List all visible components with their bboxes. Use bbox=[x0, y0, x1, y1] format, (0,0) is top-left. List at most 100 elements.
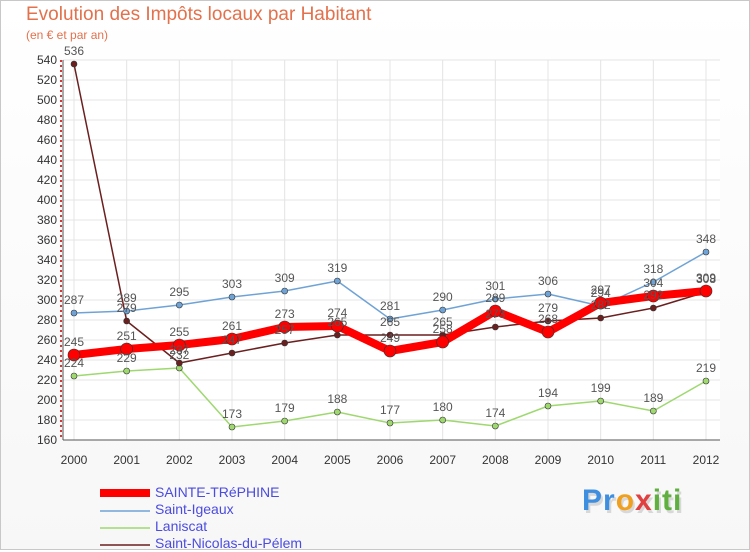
data-label-laniscat: 232 bbox=[169, 348, 189, 362]
data-label-saint-nicolas: 273 bbox=[485, 307, 505, 321]
data-point-saint-igeaux bbox=[281, 287, 288, 295]
legend-label-saint-nicolas: Saint-Nicolas-du-Pélem bbox=[155, 535, 303, 551]
data-label-saint-nicolas: 257 bbox=[275, 323, 295, 337]
x-tick-label: 2005 bbox=[324, 453, 351, 467]
data-point-sainte-trephine bbox=[120, 342, 133, 356]
legend-item-laniscat[interactable]: Laniscat bbox=[100, 518, 360, 535]
data-point-saint-igeaux bbox=[386, 315, 394, 323]
data-label-laniscat: 194 bbox=[538, 386, 558, 400]
x-tick-label: 2002 bbox=[166, 453, 193, 467]
data-label-saint-igeaux: 290 bbox=[433, 290, 453, 304]
data-label-saint-nicolas: 282 bbox=[591, 298, 611, 312]
y-tick-label: 260 bbox=[37, 333, 57, 347]
x-tick-label: 2009 bbox=[535, 453, 562, 467]
data-point-laniscat bbox=[70, 372, 78, 380]
data-point-sainte-trephine bbox=[489, 304, 502, 318]
data-label-saint-nicolas: 279 bbox=[117, 301, 137, 315]
data-label-sainte-trephine: 268 bbox=[538, 312, 558, 326]
data-point-laniscat bbox=[650, 407, 657, 415]
data-label-saint-nicolas: 308 bbox=[696, 272, 716, 286]
data-point-saint-nicolas bbox=[281, 339, 288, 347]
data-point-saint-nicolas bbox=[228, 349, 236, 357]
chart-title: Evolution des Impôts locaux par Habitant bbox=[26, 4, 372, 25]
data-label-laniscat: 188 bbox=[327, 392, 347, 406]
data-point-laniscat bbox=[597, 397, 604, 405]
data-label-sainte-trephine: 289 bbox=[485, 291, 505, 305]
y-tick-label: 200 bbox=[37, 393, 57, 407]
x-tick-label: 2012 bbox=[693, 453, 720, 467]
x-tick-label: 2008 bbox=[482, 453, 509, 467]
data-point-saint-nicolas bbox=[544, 317, 552, 325]
data-label-saint-nicolas: 237 bbox=[169, 343, 189, 357]
data-label-laniscat: 173 bbox=[222, 407, 242, 421]
x-tick-label: 2007 bbox=[429, 453, 456, 467]
data-point-saint-igeaux bbox=[70, 309, 78, 317]
legend-label-saint-igeaux: Saint-Igeaux bbox=[155, 501, 234, 517]
y-tick-label: 180 bbox=[37, 413, 57, 427]
data-point-saint-nicolas bbox=[70, 60, 78, 68]
legend-item-saint-nicolas[interactable]: Saint-Nicolas-du-Pélem bbox=[100, 535, 360, 552]
data-point-saint-nicolas bbox=[123, 317, 130, 325]
data-point-saint-nicolas bbox=[492, 323, 499, 331]
legend-swatch-laniscat bbox=[100, 527, 150, 529]
data-point-laniscat bbox=[544, 402, 552, 410]
data-label-laniscat: 224 bbox=[64, 356, 84, 370]
data-point-laniscat bbox=[702, 377, 710, 385]
data-label-saint-igeaux: 295 bbox=[169, 285, 189, 299]
data-point-laniscat bbox=[123, 367, 130, 375]
data-label-saint-nicolas: 247 bbox=[222, 333, 242, 347]
legend: SAINTE-TRéPHINE Saint-Igeaux Laniscat Sa… bbox=[100, 484, 360, 552]
data-point-sainte-trephine bbox=[436, 335, 449, 349]
legend-swatch-saint-nicolas bbox=[100, 544, 150, 546]
brand-logo: Proxiti bbox=[582, 484, 683, 517]
y-tick-label: 380 bbox=[37, 213, 57, 227]
data-label-saint-igeaux: 318 bbox=[643, 262, 663, 276]
data-label-sainte-trephine: 273 bbox=[275, 307, 295, 321]
y-tick-label: 540 bbox=[37, 53, 57, 67]
x-tick-label: 2006 bbox=[377, 453, 404, 467]
legend-label-sainte-trephine: SAINTE-TRéPHINE bbox=[155, 484, 280, 500]
data-label-laniscat: 177 bbox=[380, 403, 400, 417]
data-point-sainte-trephine bbox=[278, 320, 291, 334]
y-tick-label: 440 bbox=[37, 153, 57, 167]
data-point-saint-igeaux bbox=[123, 307, 130, 315]
y-tick-label: 220 bbox=[37, 373, 57, 387]
data-label-saint-nicolas: 265 bbox=[433, 315, 453, 329]
data-point-saint-igeaux bbox=[650, 278, 657, 286]
data-label-sainte-trephine: 309 bbox=[696, 271, 716, 285]
data-label-saint-igeaux: 303 bbox=[222, 277, 242, 291]
y-tick-label: 360 bbox=[37, 233, 57, 247]
x-tick-label: 2001 bbox=[113, 453, 140, 467]
data-point-saint-nicolas bbox=[334, 331, 341, 339]
legend-swatch-saint-igeaux bbox=[100, 510, 150, 512]
data-label-saint-igeaux: 289 bbox=[117, 291, 137, 305]
data-point-sainte-trephine bbox=[699, 284, 713, 298]
data-point-sainte-trephine bbox=[541, 325, 555, 339]
data-label-saint-igeaux: 319 bbox=[327, 261, 347, 275]
plot-area bbox=[63, 60, 720, 440]
data-label-laniscat: 180 bbox=[433, 400, 453, 414]
y-tick-label: 400 bbox=[37, 193, 57, 207]
data-point-saint-nicolas bbox=[176, 359, 183, 367]
data-label-sainte-trephine: 261 bbox=[222, 319, 242, 333]
y-tick-label: 160 bbox=[37, 433, 57, 447]
data-label-saint-nicolas: 265 bbox=[380, 315, 400, 329]
data-label-sainte-trephine: 255 bbox=[169, 325, 189, 339]
data-point-saint-igeaux bbox=[228, 293, 236, 301]
data-point-laniscat bbox=[492, 422, 499, 430]
data-point-saint-igeaux bbox=[334, 277, 341, 285]
data-label-laniscat: 174 bbox=[485, 406, 505, 420]
data-label-saint-nicolas: 265 bbox=[327, 315, 347, 329]
data-point-sainte-trephine bbox=[173, 338, 186, 352]
x-tick-label: 2004 bbox=[271, 453, 298, 467]
data-label-sainte-trephine: 245 bbox=[64, 335, 84, 349]
y-tick-label: 240 bbox=[37, 353, 57, 367]
y-tick-label: 280 bbox=[37, 313, 57, 327]
data-label-saint-igeaux: 309 bbox=[275, 271, 295, 285]
data-point-saint-igeaux bbox=[544, 290, 552, 298]
legend-item-saint-igeaux[interactable]: Saint-Igeaux bbox=[100, 501, 360, 518]
legend-item-sainte-trephine[interactable]: SAINTE-TRéPHINE bbox=[100, 484, 360, 501]
data-point-laniscat bbox=[228, 423, 236, 431]
legend-label-laniscat: Laniscat bbox=[155, 518, 208, 534]
data-label-saint-igeaux: 348 bbox=[696, 232, 716, 246]
